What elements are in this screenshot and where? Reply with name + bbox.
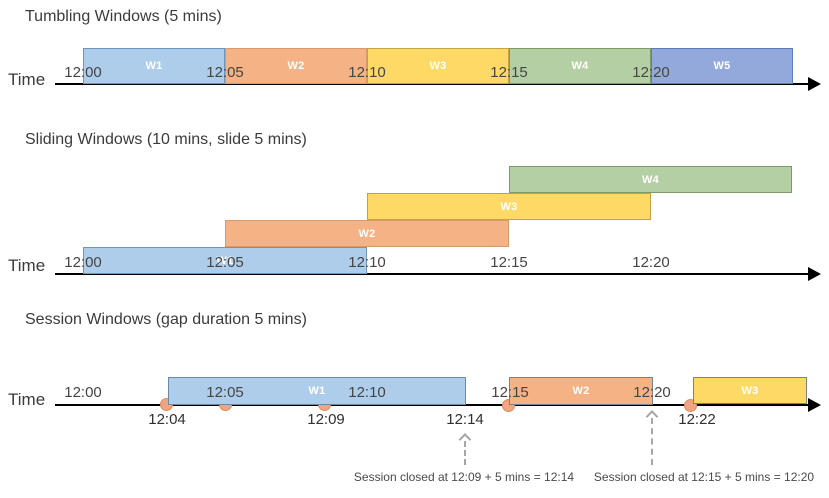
sliding-window-w4-label: W4	[641, 173, 660, 186]
sliding-tick-1210: 12:10	[348, 254, 386, 271]
sliding-window-w2-label: W2	[358, 227, 376, 240]
sliding-tick-1200: 12:00	[64, 254, 102, 271]
sliding-time-axis-label: Time	[8, 256, 46, 275]
sliding-tick-1220: 12:20	[632, 254, 670, 271]
session-window-w3: W3	[693, 377, 807, 404]
session-tick-1220: 12:20	[633, 384, 671, 401]
tumbling-time-axis-label: Time	[8, 70, 46, 89]
session-window-w2-label: W2	[572, 385, 590, 397]
session-close-arrow-1214-icon	[458, 433, 472, 465]
session-event-label-1204: 12:04	[148, 411, 186, 428]
tumbling-section-title: Tumbling Windows (5 mins)	[25, 8, 222, 25]
sliding-window-w4: W4	[509, 166, 792, 193]
session-axis-arrowhead-icon	[808, 398, 821, 412]
session-time-axis-label: Time	[8, 390, 46, 409]
session-section-title: Session Windows (gap duration 5 mins)	[25, 311, 307, 328]
session-event-label-1222: 12:22	[678, 411, 716, 428]
session-tick-1200: 12:00	[64, 384, 102, 401]
tumbling-window-w1-label: W1	[145, 60, 163, 72]
session-tick-1215: 12:15	[491, 384, 529, 401]
tumbling-window-w5: W5	[651, 48, 793, 84]
tumbling-tick-1220: 12:20	[632, 64, 670, 81]
tumbling-axis-arrowhead-icon	[808, 77, 821, 91]
sliding-axis-arrowhead-icon	[808, 267, 821, 281]
session-tick-1205: 12:05	[206, 384, 244, 401]
tumbling-tick-1215: 12:15	[490, 64, 528, 81]
session-close-label-1214: 12:14	[446, 411, 484, 428]
tumbling-tick-1205: 12:05	[206, 64, 244, 81]
tumbling-tick-1200: 12:00	[64, 64, 102, 81]
arrow-shaft-icon	[464, 441, 466, 465]
sliding-window-w3-label: W3	[500, 200, 518, 213]
sliding-window-w1: W1	[83, 247, 367, 274]
tumbling-window-w3: W3	[367, 48, 509, 84]
tumbling-window-w4: W4	[509, 48, 651, 84]
sliding-tick-1205: 12:05	[206, 254, 244, 271]
sliding-window-w1-label: W1	[216, 254, 234, 267]
tumbling-tick-1210: 12:10	[348, 64, 386, 81]
arrow-shaft-icon	[651, 418, 653, 465]
session-close-arrow-1220-icon	[645, 410, 659, 465]
tumbling-window-w1: W1	[83, 48, 225, 84]
session-tick-1210: 12:10	[348, 384, 386, 401]
session-time-axis	[55, 404, 810, 406]
session-window-w1-label: W1	[308, 385, 326, 397]
tumbling-time-axis	[55, 83, 810, 85]
session-window-w3-label: W3	[741, 384, 759, 397]
session-window-w2: W2	[509, 377, 653, 405]
tumbling-window-w2-label: W2	[287, 60, 305, 72]
sliding-section-title: Sliding Windows (10 mins, slide 5 mins)	[25, 131, 307, 148]
sliding-window-w2: W2	[225, 220, 509, 247]
tumbling-window-w2: W2	[225, 48, 367, 84]
sliding-tick-1215: 12:15	[490, 254, 528, 271]
sliding-time-axis	[55, 273, 810, 275]
session-window-w1: W1	[168, 377, 466, 405]
tumbling-window-w3-label: W3	[429, 60, 447, 72]
tumbling-window-w5-label: W5	[713, 60, 731, 72]
session-close-annotation-1214: Session closed at 12:09 + 5 mins = 12:14	[353, 470, 575, 484]
session-close-annotation-1220: Session closed at 12:15 + 5 mins = 12:20	[593, 470, 815, 484]
tumbling-window-w4-label: W4	[571, 60, 589, 72]
sliding-window-w3: W3	[367, 193, 651, 220]
session-event-label-1209: 12:09	[307, 411, 345, 428]
